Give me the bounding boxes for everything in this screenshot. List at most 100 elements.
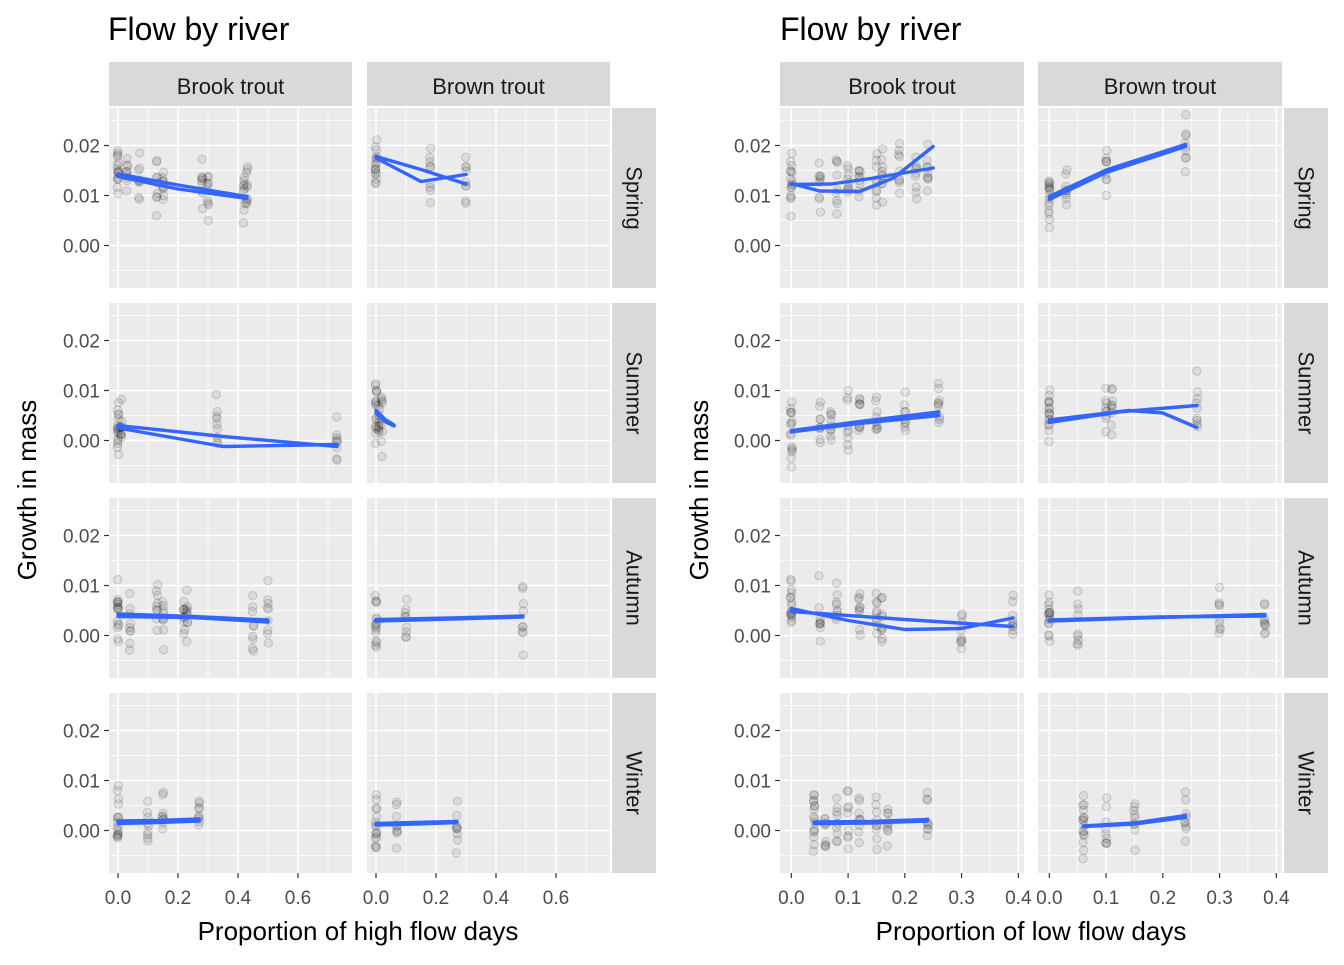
- data-point: [401, 594, 412, 605]
- y-tick-label: 0.01: [734, 772, 771, 793]
- data-point: [152, 192, 162, 203]
- data-point: [820, 841, 831, 852]
- data-point: [391, 811, 402, 822]
- data-point: [125, 619, 136, 629]
- data-point: [371, 811, 382, 822]
- data-point: [854, 808, 864, 818]
- data-point: [934, 417, 944, 428]
- x-tick-label: 0.4: [1005, 888, 1032, 909]
- data-point: [179, 596, 189, 607]
- data-point: [894, 178, 904, 188]
- data-point: [1260, 600, 1270, 610]
- data-point: [854, 394, 865, 404]
- data-point: [923, 795, 933, 805]
- data-point: [370, 380, 380, 391]
- data-point: [900, 387, 910, 397]
- data-point: [1106, 400, 1117, 411]
- data-point: [855, 399, 865, 410]
- data-point: [876, 154, 887, 165]
- x-tick-label: 0.4: [225, 888, 252, 909]
- y-tick-label: 0.00: [734, 432, 771, 453]
- data-point: [1044, 223, 1055, 233]
- data-point: [1259, 619, 1270, 630]
- data-point: [391, 843, 402, 853]
- data-point: [370, 177, 381, 188]
- data-point: [401, 632, 411, 642]
- data-point: [934, 396, 945, 406]
- data-point: [425, 198, 436, 208]
- data-point: [894, 145, 904, 156]
- data-point: [203, 171, 213, 181]
- y-tick-label: 0.01: [63, 187, 100, 208]
- data-point: [854, 165, 864, 176]
- data-point: [371, 396, 381, 406]
- panel-background: [1038, 303, 1282, 483]
- data-point: [202, 172, 213, 182]
- data-point: [238, 181, 249, 191]
- data-point: [854, 602, 865, 613]
- data-point: [371, 597, 382, 608]
- column-strip-label: Brown trout: [1104, 74, 1217, 99]
- row-strip-label: Autumn: [622, 550, 647, 626]
- data-point: [248, 646, 259, 656]
- data-point: [248, 634, 258, 644]
- data-point: [263, 625, 273, 636]
- data-point: [371, 396, 381, 407]
- data-point: [401, 604, 411, 614]
- data-point: [1072, 599, 1083, 609]
- data-point: [425, 182, 435, 193]
- x-tick-label: 0.6: [543, 888, 569, 909]
- data-point: [113, 597, 123, 607]
- data-point: [1101, 398, 1112, 408]
- data-point: [871, 597, 881, 607]
- data-point: [371, 622, 381, 633]
- data-point: [452, 829, 463, 839]
- x-tick-label: 0.0: [363, 888, 389, 909]
- data-point: [1106, 420, 1116, 430]
- panel: [367, 108, 610, 288]
- data-point: [854, 624, 865, 635]
- data-point: [373, 401, 384, 411]
- data-point: [1215, 624, 1225, 635]
- data-point: [400, 608, 410, 618]
- data-point: [1181, 823, 1191, 834]
- data-point: [1044, 608, 1054, 618]
- panel-background: [367, 498, 610, 678]
- row-strip-label: Spring: [622, 166, 647, 230]
- chart-title: Flow by river: [780, 11, 962, 47]
- data-point: [401, 632, 411, 642]
- panel: [109, 108, 352, 288]
- data-point: [787, 445, 797, 455]
- data-point: [786, 584, 797, 595]
- data-point: [1130, 845, 1140, 855]
- data-point: [452, 835, 463, 845]
- data-point: [113, 409, 124, 419]
- y-tick-label: 0.00: [63, 432, 100, 453]
- data-point: [517, 622, 528, 632]
- data-point: [1078, 853, 1088, 864]
- data-point: [1044, 397, 1054, 407]
- data-point: [786, 407, 796, 417]
- data-point: [242, 162, 253, 172]
- y-tick-label: 0.00: [63, 822, 100, 843]
- data-point: [371, 794, 382, 805]
- x-tick-label: 0.0: [1036, 888, 1062, 909]
- fit-line: [1047, 144, 1188, 202]
- data-point: [1044, 390, 1055, 401]
- data-point: [392, 826, 403, 836]
- data-point: [1044, 436, 1054, 447]
- panel-background: [780, 693, 1024, 873]
- data-point: [826, 409, 836, 419]
- panel-background: [367, 303, 610, 483]
- y-tick-label: 0.01: [63, 772, 100, 793]
- data-point: [134, 163, 145, 174]
- data-point: [125, 626, 136, 636]
- data-point: [1259, 629, 1270, 639]
- data-point: [814, 171, 824, 182]
- data-point: [842, 803, 853, 813]
- data-point: [113, 634, 123, 644]
- data-point: [899, 422, 910, 432]
- data-point: [871, 396, 881, 406]
- data-point: [122, 160, 132, 170]
- fit-line: [116, 426, 339, 449]
